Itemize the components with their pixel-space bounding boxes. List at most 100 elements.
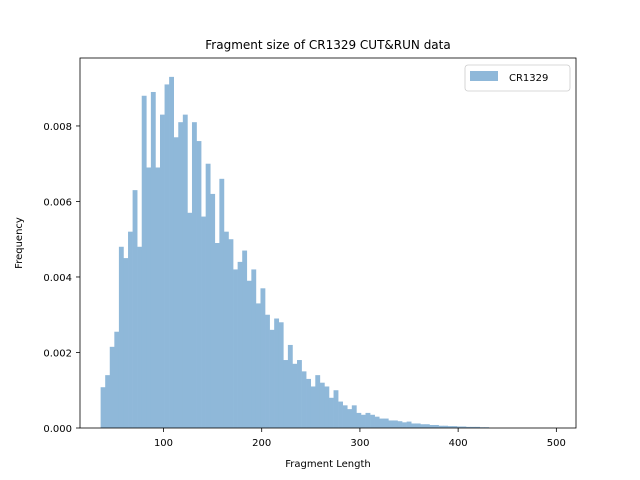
histogram-bar [287,344,293,428]
histogram-bar [351,405,357,428]
histogram-bar [397,421,403,428]
x-tick-label: 300 [350,438,369,449]
histogram-bar [228,239,234,428]
histogram-bar [191,122,197,429]
histogram-bar [223,231,229,428]
histogram-bar [237,261,243,428]
histogram-bar [443,425,449,428]
histogram-bar [219,178,225,428]
histogram-bar [187,212,193,428]
histogram-bar [159,114,165,428]
histogram-bar [456,426,462,428]
y-axis-label: Frequency [14,217,25,269]
histogram-bar [370,414,375,428]
legend-swatch [470,71,498,81]
histogram-bar [283,360,289,428]
y-axis-ticks: 0.000 0.002 0.004 0.006 0.008 [43,122,80,435]
histogram-bar [255,303,261,428]
histogram-bar [333,390,339,428]
histogram-bar [169,76,174,428]
histogram-bar [356,412,362,428]
histogram-bar [438,425,444,428]
histogram-bar [109,346,115,428]
x-axis-label: Fragment Length [285,459,370,470]
y-tick-label: 0.002 [43,348,72,359]
histogram-bar [105,375,111,428]
histogram-bar [265,314,270,428]
histogram-bar [128,231,133,428]
histogram-bar [178,122,184,429]
histogram-bar [132,190,138,428]
histogram-bar [383,418,389,428]
histogram-bar [338,401,343,428]
histogram-bar [292,363,298,428]
histogram-bar [278,322,284,428]
histogram-bar [374,416,380,428]
histogram-bar [328,397,334,428]
histogram-bar [118,246,124,428]
histogram-bar [205,163,211,428]
x-tick-label: 200 [252,438,271,449]
histogram-bar [392,420,398,428]
legend: CR1329 [464,64,571,92]
histogram-bar [420,424,426,428]
histogram-bar [402,422,407,428]
histogram-bar [447,426,453,428]
histogram-bar [260,288,266,428]
histogram-bar [461,426,467,428]
histogram-bar [452,426,458,428]
histogram-bar [100,387,106,428]
histogram-bar [301,371,307,428]
histogram-bar [429,424,435,428]
y-tick-label: 0.000 [43,424,72,435]
histogram-bar [251,269,257,428]
histogram-bar [424,424,430,428]
histogram-bar [173,137,179,429]
histogram-bar [196,141,202,428]
histogram-bar [315,375,321,428]
x-tick-label: 100 [154,438,173,449]
histogram-bar [388,420,394,428]
plot-frame [79,57,577,429]
histogram-bar [360,414,366,428]
histogram-bar [319,382,325,428]
histogram-bar [233,269,238,428]
bars-group [100,76,490,429]
histogram-bar [137,246,143,428]
histogram-bar [415,423,421,428]
histogram-bar [365,412,371,428]
histogram-bar [246,280,252,428]
histogram-bar [379,418,385,428]
y-tick-label: 0.004 [43,273,72,284]
histogram-bar [269,329,275,428]
histogram-bar [274,318,280,428]
histogram-bar [141,95,147,429]
legend-label: CR1329 [509,73,548,84]
x-tick-label: 500 [547,438,566,449]
histogram-bar [434,424,439,428]
histogram-bar [210,193,216,428]
histogram-bar [214,243,220,428]
histogram-bar [347,409,353,428]
histogram-bar [201,216,206,428]
histogram-bar [406,421,412,428]
y-tick-label: 0.006 [43,197,72,208]
histogram-bar [310,386,316,428]
histogram-bar [411,423,417,428]
histogram-bar [150,91,156,429]
histogram-bar [155,167,161,428]
histogram-bar [123,258,129,428]
x-axis-ticks: 100 200 300 400 500 [154,428,566,449]
histogram-bar [182,114,188,428]
y-tick-label: 0.008 [43,122,72,133]
histogram-bar [146,167,152,428]
x-tick-label: 400 [449,438,468,449]
histogram-bar [164,84,170,428]
histogram-bar [342,405,348,428]
histogram-bar [114,331,120,428]
histogram-bar [324,386,330,428]
histogram-bar [242,250,248,428]
histogram-bar [465,426,471,428]
histogram-bar [470,426,476,428]
